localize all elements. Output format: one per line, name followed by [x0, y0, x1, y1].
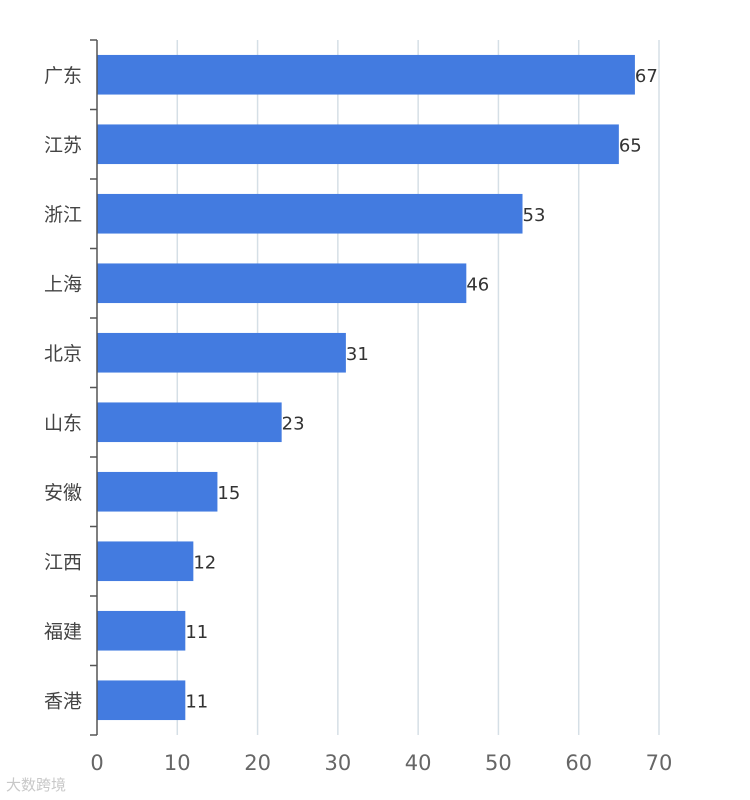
category-label: 山东 — [44, 412, 82, 434]
data-label: 46 — [466, 274, 489, 295]
bar — [97, 263, 467, 304]
data-label: 11 — [185, 622, 208, 643]
bar — [97, 402, 282, 443]
category-label: 广东 — [44, 65, 82, 87]
bar — [97, 124, 619, 165]
x-tick-label: 40 — [405, 751, 432, 775]
data-label: 53 — [523, 205, 546, 226]
watermark: 大数跨境 — [6, 776, 67, 794]
data-label: 67 — [635, 66, 658, 87]
bar — [97, 54, 635, 95]
category-label: 安徽 — [44, 482, 82, 504]
x-tick-label: 70 — [646, 751, 673, 775]
category-label: 上海 — [44, 273, 82, 295]
data-label: 12 — [193, 552, 216, 573]
x-tick-label: 10 — [164, 751, 191, 775]
category-label: 福建 — [44, 621, 82, 643]
bar — [97, 332, 346, 373]
labels: 0 10 20 30 40 50 60 70 广东 67 江苏 65 浙江 53 上海 46 北京 31 山东 23 安… — [44, 65, 672, 775]
data-label: 11 — [185, 691, 208, 712]
category-label: 江苏 — [44, 134, 82, 156]
category-label: 浙江 — [44, 204, 82, 226]
bar — [97, 471, 218, 512]
x-tick-label: 50 — [485, 751, 512, 775]
bars — [97, 54, 635, 721]
category-label: 江西 — [44, 551, 82, 573]
category-label: 香港 — [44, 690, 82, 712]
data-label: 65 — [619, 135, 642, 156]
data-label: 15 — [217, 483, 240, 504]
bar — [97, 610, 186, 651]
x-tick-label: 0 — [90, 751, 103, 775]
bar — [97, 193, 523, 234]
x-tick-label: 20 — [244, 751, 271, 775]
x-tick-label: 30 — [324, 751, 351, 775]
data-label: 23 — [282, 413, 305, 434]
bar — [97, 680, 186, 721]
axes — [90, 39, 98, 736]
category-label: 北京 — [44, 343, 82, 365]
x-tick-label: 60 — [565, 751, 592, 775]
bar — [97, 541, 194, 582]
data-label: 31 — [346, 344, 369, 365]
